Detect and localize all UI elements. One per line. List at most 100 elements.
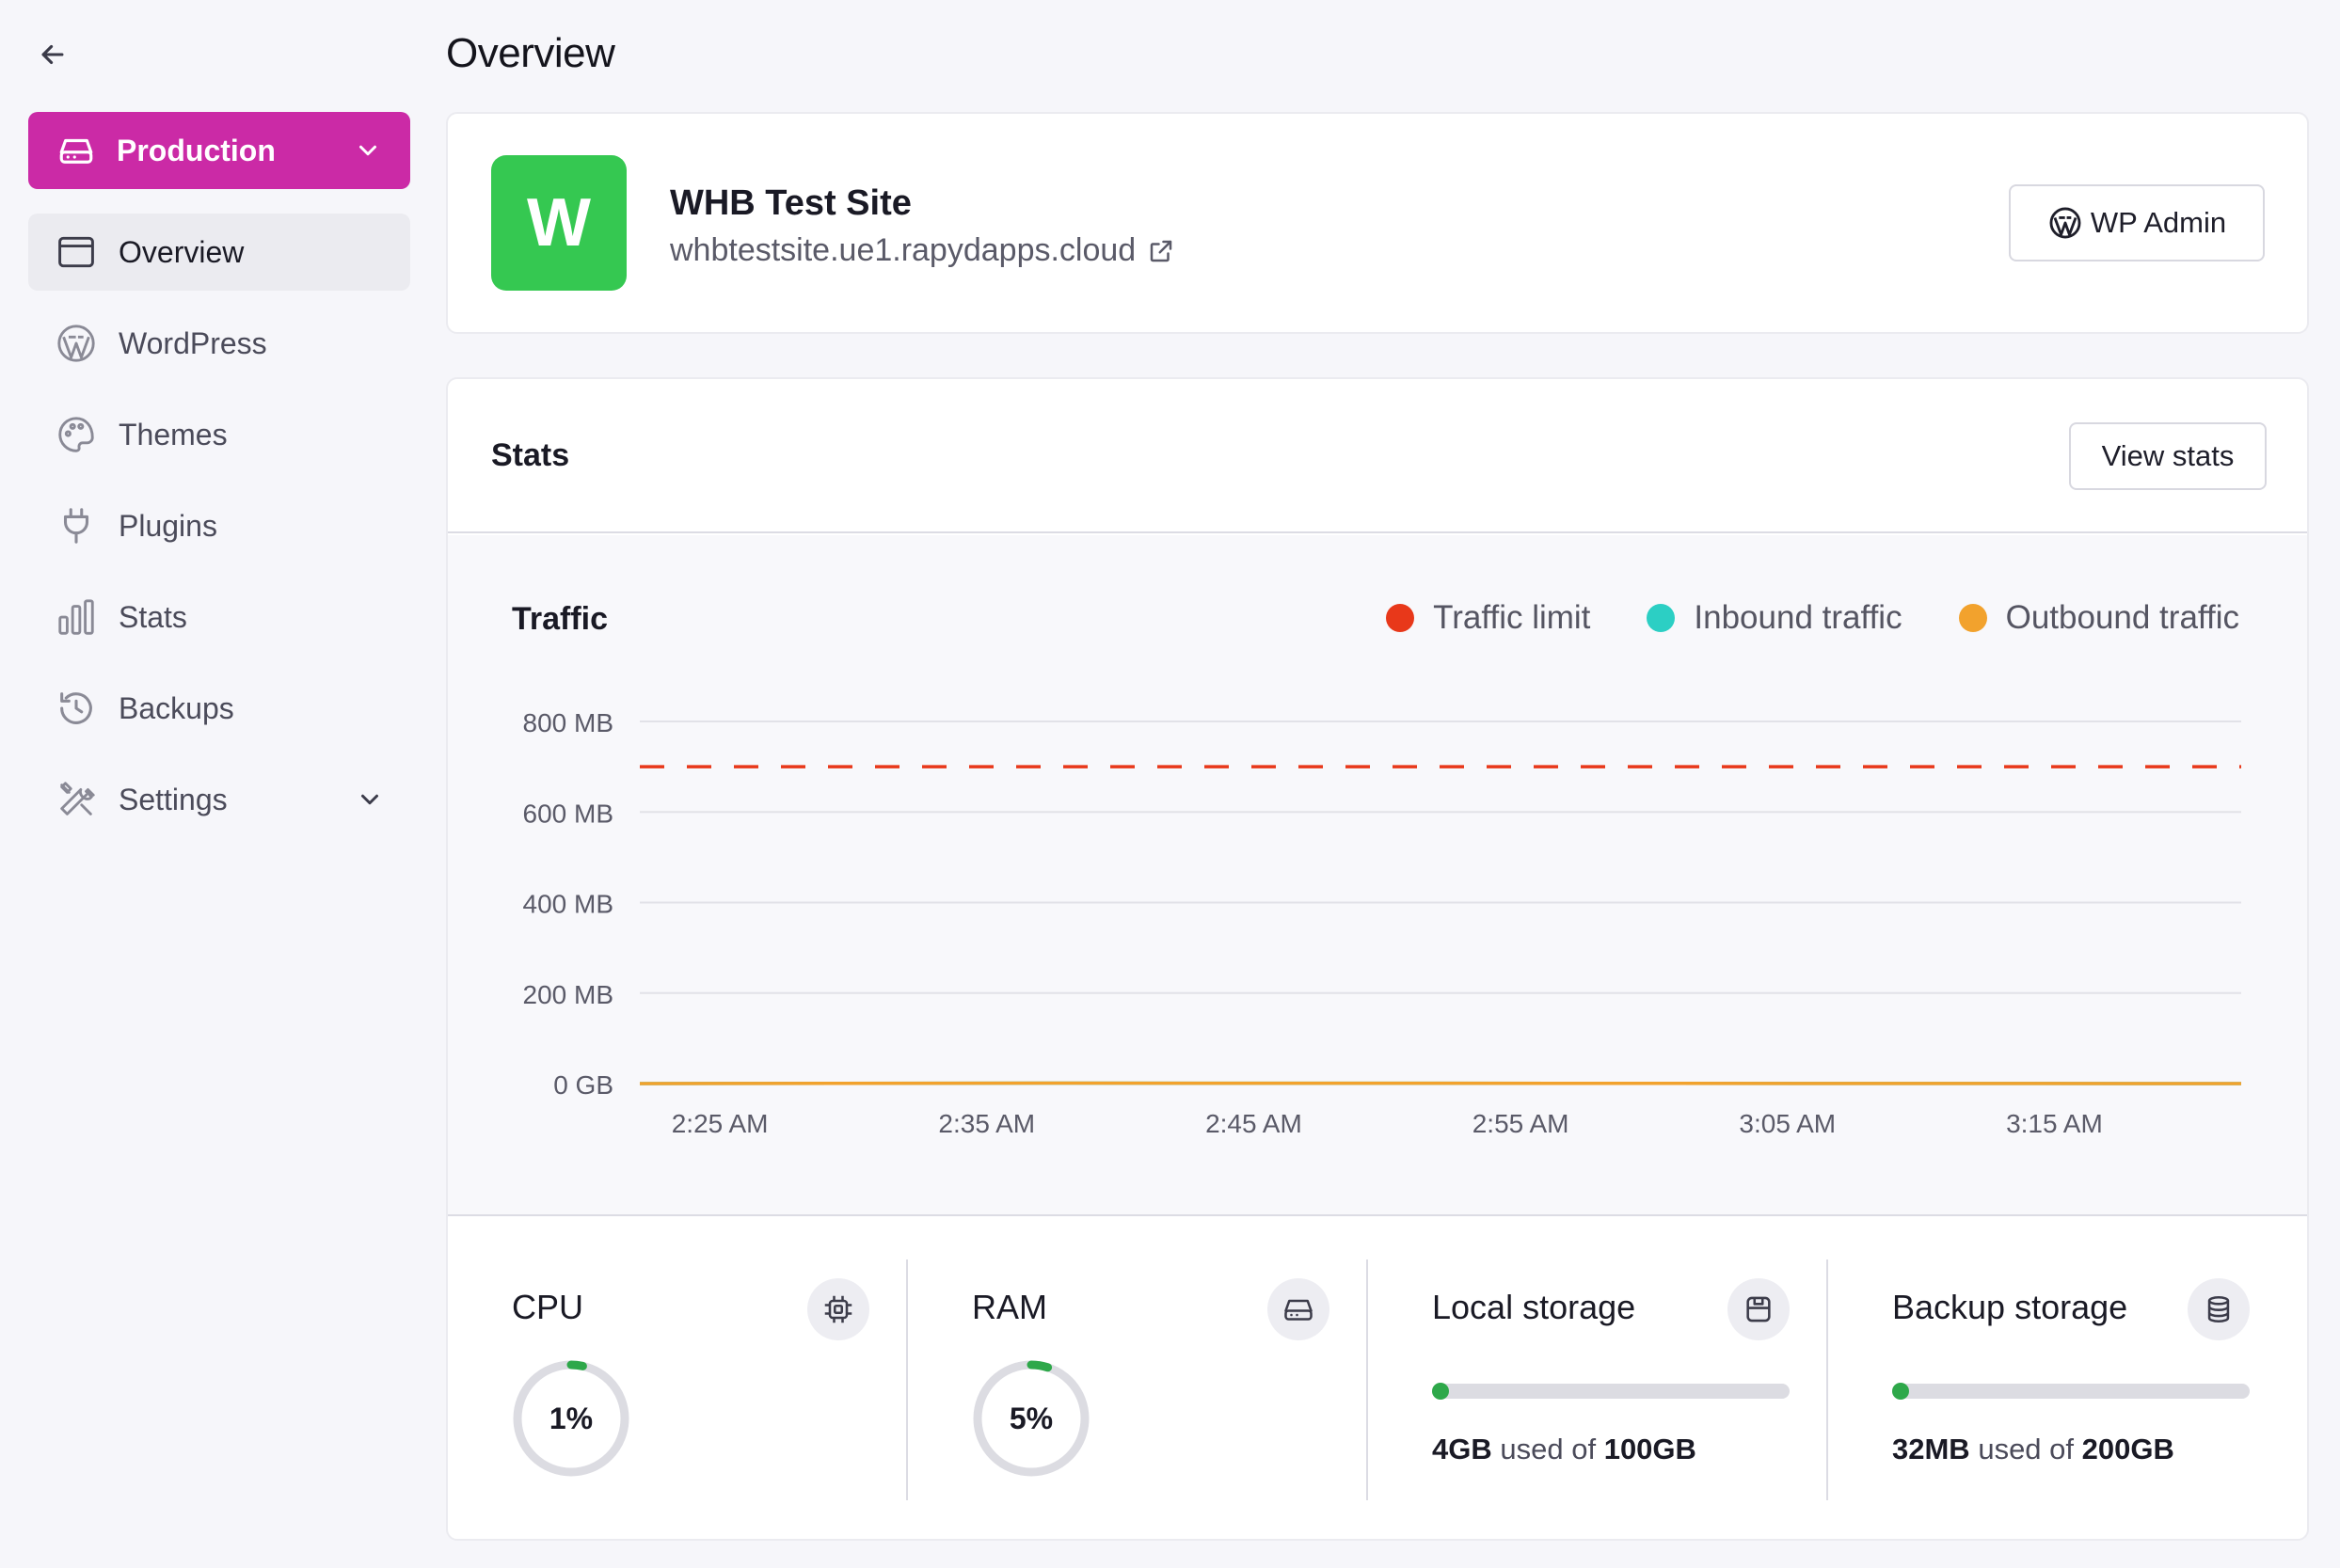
gauge-arc	[513, 1360, 629, 1477]
legend-dot	[1647, 604, 1676, 632]
sidebar-item-wordpress[interactable]: WordPress	[28, 305, 410, 382]
cpu-value: 1%	[549, 1401, 594, 1435]
metric-label: CPU	[512, 1288, 584, 1326]
sidebar-item-backups[interactable]: Backups	[28, 670, 410, 747]
traffic-chart-plot: 800 MB 600 MB 400 MB 200 MB 0 GB 2:25 AM 2:35 …	[523, 708, 2242, 1138]
external-link-icon	[1147, 237, 1175, 265]
sidebar-item-plugins[interactable]: Plugins	[28, 487, 410, 564]
metric-ram: RAM 5%	[908, 1218, 1365, 1539]
metric-local-storage: Local storage 4GB used of 100GB	[1368, 1218, 1825, 1539]
sidebar-item-label: Settings	[119, 782, 228, 816]
metric-label: Local storage	[1432, 1288, 1636, 1326]
x-tick-label: 2:35 AM	[938, 1109, 1035, 1138]
x-tick-label: 3:15 AM	[2006, 1109, 2103, 1138]
database-icon	[2188, 1278, 2250, 1340]
sidebar-item-label: Plugins	[119, 508, 217, 543]
used-of-text: used of	[1500, 1433, 1597, 1465]
y-tick-label: 200 MB	[523, 980, 614, 1009]
cpu-icon	[807, 1278, 869, 1340]
site-name: WHB Test Site	[670, 183, 912, 223]
used-value: 32MB	[1892, 1433, 1970, 1465]
tools-icon	[55, 778, 98, 821]
local-storage-usage: 4GB used of 100GB	[1432, 1433, 1696, 1466]
sidebar-nav: Overview WordPress Themes Plugins Stats	[28, 214, 410, 852]
sidebar-item-label: Stats	[119, 599, 187, 634]
sidebar: Production Overview WordPress Themes	[0, 0, 433, 1568]
y-tick-label: 600 MB	[523, 799, 614, 828]
sidebar-item-label: Themes	[119, 417, 228, 451]
site-logo: W	[491, 155, 627, 291]
sidebar-item-label: WordPress	[119, 325, 267, 360]
site-url-text: whbtestsite.ue1.rapydapps.cloud	[670, 232, 1137, 268]
view-stats-button[interactable]: View stats	[2069, 422, 2267, 490]
metric-cpu: CPU 1%	[448, 1218, 905, 1539]
bar-chart-icon	[55, 595, 98, 639]
divider	[906, 1259, 908, 1500]
backup-storage-usage: 32MB used of 200GB	[1892, 1433, 2174, 1466]
stats-header: Stats View stats	[448, 379, 2307, 533]
chevron-down-icon	[356, 785, 384, 814]
bar-fill	[1892, 1383, 1909, 1400]
legend-item-outbound-traffic[interactable]: Outbound traffic	[1958, 599, 2239, 637]
legend-label: Inbound traffic	[1694, 599, 1902, 636]
plug-icon	[55, 504, 98, 547]
memory-icon	[1267, 1278, 1329, 1340]
used-value: 4GB	[1432, 1433, 1492, 1465]
resource-metrics: CPU 1% RAM 5%	[448, 1218, 2307, 1539]
legend-item-traffic-limit[interactable]: Traffic limit	[1386, 599, 1590, 637]
legend-item-inbound-traffic[interactable]: Inbound traffic	[1647, 599, 1902, 637]
wp-admin-button[interactable]: WP Admin	[2009, 184, 2265, 261]
divider	[1826, 1259, 1828, 1500]
browser-window-icon	[55, 230, 98, 274]
total-value: 100GB	[1603, 1433, 1696, 1465]
sidebar-item-settings[interactable]: Settings	[28, 761, 410, 838]
legend-dot	[1386, 604, 1415, 632]
chevron-down-icon	[354, 136, 382, 165]
stats-card: Stats View stats Traffic Traffic limit I…	[446, 377, 2309, 1541]
environment-selector[interactable]: Production	[28, 112, 410, 189]
y-tick-label: 400 MB	[523, 890, 614, 919]
backup-storage-bar	[1892, 1383, 2250, 1400]
total-value: 200GB	[2081, 1433, 2174, 1465]
disk-icon	[1727, 1278, 1790, 1340]
local-storage-bar	[1432, 1383, 1790, 1400]
traffic-chart: Traffic Traffic limit Inbound traffic Ou…	[448, 535, 2307, 1216]
ram-value: 5%	[1009, 1401, 1054, 1435]
bar-fill	[1432, 1383, 1449, 1400]
gauge-arc	[973, 1360, 1090, 1477]
legend-label: Traffic limit	[1433, 599, 1591, 636]
server-icon	[56, 131, 96, 170]
sidebar-item-overview[interactable]: Overview	[28, 214, 410, 291]
arrow-left-icon	[37, 39, 69, 75]
sidebar-item-themes[interactable]: Themes	[28, 396, 410, 473]
chart-title: Traffic	[512, 601, 609, 637]
divider	[1366, 1259, 1368, 1500]
chart-legend: Traffic limit Inbound traffic Outbound t…	[1329, 599, 2239, 637]
sidebar-item-label: Backups	[119, 690, 234, 725]
x-tick-label: 2:55 AM	[1472, 1109, 1569, 1138]
x-tick-label: 3:05 AM	[1739, 1109, 1836, 1138]
series-line-outbound-traffic	[639, 1081, 2242, 1085]
site-card: W WHB Test Site whbtestsite.ue1.rapydapp…	[446, 112, 2309, 334]
sidebar-item-stats[interactable]: Stats	[28, 578, 410, 656]
metric-label: RAM	[972, 1288, 1047, 1326]
wordpress-icon	[2047, 205, 2083, 241]
legend-label: Outbound traffic	[2005, 599, 2239, 636]
back-button[interactable]	[30, 34, 75, 79]
metric-backup-storage: Backup storage 32MB used of 200GB	[1828, 1218, 2285, 1539]
legend-dot	[1958, 604, 1987, 632]
site-url-link[interactable]: whbtestsite.ue1.rapydapps.cloud	[670, 232, 1175, 269]
palette-icon	[55, 413, 98, 456]
sidebar-item-label: Overview	[119, 234, 245, 269]
page-title: Overview	[446, 30, 615, 76]
y-tick-label: 800 MB	[523, 708, 614, 737]
wordpress-icon	[55, 322, 98, 365]
stats-title: Stats	[491, 437, 570, 473]
x-tick-label: 2:45 AM	[1205, 1109, 1302, 1138]
y-tick-label: 0 GB	[553, 1070, 613, 1100]
history-icon	[55, 687, 98, 730]
used-of-text: used of	[1978, 1433, 2075, 1465]
environment-label: Production	[117, 133, 276, 167]
x-tick-label: 2:25 AM	[672, 1109, 769, 1138]
cpu-gauge: 1%	[512, 1359, 630, 1478]
